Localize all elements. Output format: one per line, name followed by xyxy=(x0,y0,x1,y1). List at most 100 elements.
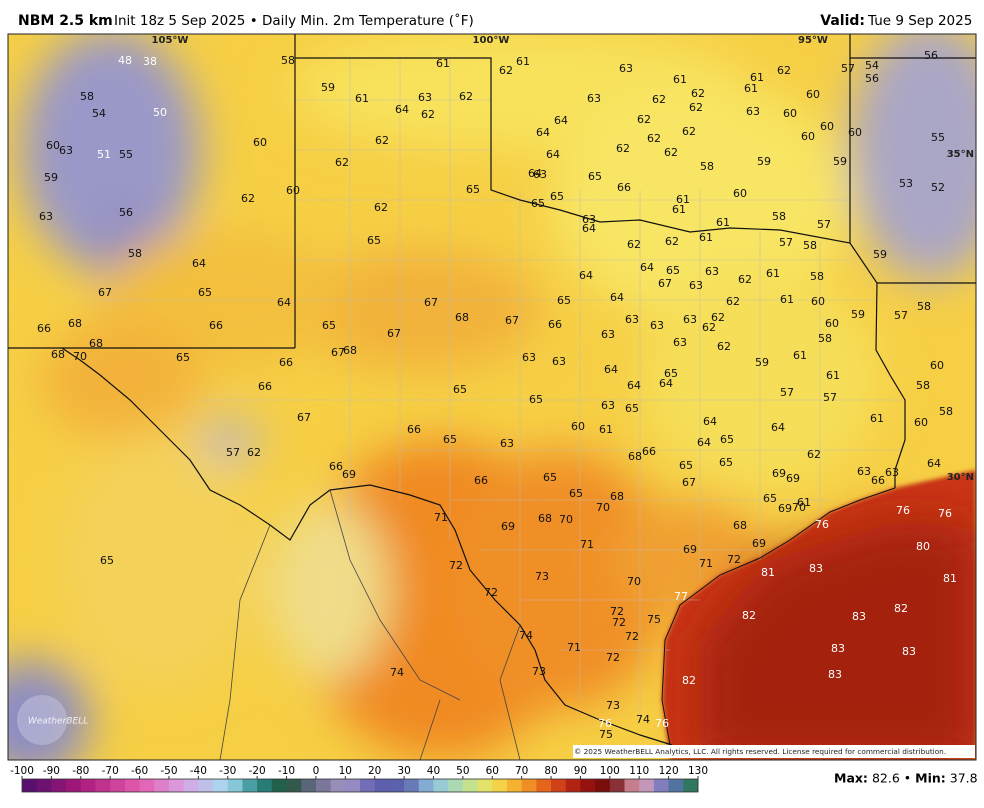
station-value: 60 xyxy=(848,126,862,139)
station-value: 65 xyxy=(453,383,467,396)
station-value: 64 xyxy=(546,148,560,161)
station-value: 55 xyxy=(931,131,945,144)
station-value: 57 xyxy=(823,391,837,404)
station-value: 66 xyxy=(258,380,272,393)
colorbar-tick-label: 10 xyxy=(339,765,352,777)
station-value: 70 xyxy=(792,501,806,514)
colorbar-tick-label: -80 xyxy=(72,765,89,777)
colorbar-swatch xyxy=(521,779,537,792)
station-value: 65 xyxy=(367,234,381,247)
colorbar-tick-label: 30 xyxy=(397,765,410,777)
station-value: 57 xyxy=(817,218,831,231)
station-value: 64 xyxy=(192,257,206,270)
station-value: 60 xyxy=(733,187,747,200)
station-value: 65 xyxy=(100,554,114,567)
station-value: 62 xyxy=(689,101,703,114)
station-value: 64 xyxy=(582,222,596,235)
station-value: 65 xyxy=(588,170,602,183)
station-value: 64 xyxy=(659,377,673,390)
station-value: 62 xyxy=(335,156,349,169)
station-value: 65 xyxy=(198,286,212,299)
model-name: NBM 2.5 km xyxy=(18,13,113,29)
colorbar-swatch xyxy=(433,779,449,792)
station-value: 64 xyxy=(697,436,711,449)
station-value: 76 xyxy=(598,717,612,730)
copyright-bg xyxy=(573,745,975,758)
colorbar-swatch xyxy=(36,779,52,792)
station-value: 72 xyxy=(449,559,463,572)
station-value: 64 xyxy=(627,379,641,392)
station-value: 62 xyxy=(717,340,731,353)
colorbar-tick-label: 110 xyxy=(629,765,649,777)
colorbar-swatch xyxy=(477,779,493,792)
station-value: 63 xyxy=(619,62,633,75)
subtitle: Init 18z 5 Sep 2025 • Daily Min. 2m Temp… xyxy=(114,12,474,29)
station-value: 76 xyxy=(938,507,952,520)
station-value: 58 xyxy=(803,239,817,252)
station-value: 76 xyxy=(815,518,829,531)
colorbar-tick-label: 90 xyxy=(574,765,587,777)
station-value: 59 xyxy=(321,81,335,94)
min-value: 37.8 xyxy=(950,771,978,786)
station-value: 59 xyxy=(833,155,847,168)
colorbar-swatch xyxy=(462,779,479,792)
station-value: 81 xyxy=(943,572,957,585)
station-value: 56 xyxy=(924,49,938,62)
station-value: 59 xyxy=(873,248,887,261)
colorbar-swatch xyxy=(639,779,655,792)
colorbar-swatch xyxy=(80,779,96,792)
colorbar-swatch xyxy=(624,779,640,792)
station-value: 62 xyxy=(647,132,661,145)
logo: WeatherBELL xyxy=(28,717,88,727)
map xyxy=(8,34,976,760)
station-value: 63 xyxy=(552,355,566,368)
station-value: 61 xyxy=(716,216,730,229)
station-value: 62 xyxy=(374,201,388,214)
station-value: 66 xyxy=(871,474,885,487)
colorbar-swatch xyxy=(286,779,302,792)
station-value: 69 xyxy=(501,520,515,533)
colorbar-swatch xyxy=(374,779,390,792)
colorbar-tick-label: -30 xyxy=(219,765,236,777)
logo-badge xyxy=(17,695,67,745)
colorbar-swatch xyxy=(683,779,699,792)
longitude-label: 105°W xyxy=(152,35,189,46)
station-value: 68 xyxy=(51,348,65,361)
station-value: 82 xyxy=(894,602,908,615)
station-value: 71 xyxy=(699,557,713,570)
station-value: 62 xyxy=(702,321,716,334)
station-value: 60 xyxy=(825,317,839,330)
station-value: 63 xyxy=(522,351,536,364)
colorbar-tick-label: -70 xyxy=(102,765,119,777)
station-value: 63 xyxy=(582,213,596,226)
colorbar-swatch xyxy=(124,779,141,792)
station-value: 69 xyxy=(786,472,800,485)
station-value: 59 xyxy=(851,308,865,321)
station-value: 62 xyxy=(652,93,666,106)
colorbar-swatch xyxy=(506,779,523,792)
station-value: 82 xyxy=(742,609,756,622)
station-value: 58 xyxy=(281,54,295,67)
station-value: 66 xyxy=(37,322,51,335)
station-value: 70 xyxy=(559,513,573,526)
colorbar-swatch xyxy=(595,779,611,792)
station-value: 60 xyxy=(930,359,944,372)
colorbar-tick-label: 20 xyxy=(368,765,381,777)
station-value: 62 xyxy=(711,311,725,324)
colorbar-swatch xyxy=(301,779,317,792)
colorbar-swatch xyxy=(95,779,111,792)
colorbar: -100 -90 -80 -70 -60 -50 -40 -30 -20 -10 0 10 20 30 40… xyxy=(10,765,708,793)
station-value: 82 xyxy=(682,674,696,687)
station-value: 66 xyxy=(279,356,293,369)
station-value: 61 xyxy=(766,267,780,280)
station-value: 68 xyxy=(455,311,469,324)
station-value: 58 xyxy=(700,160,714,173)
station-value: 68 xyxy=(733,519,747,532)
station-value: 57 xyxy=(894,309,908,322)
station-value: 64 xyxy=(703,415,717,428)
station-value: 60 xyxy=(914,416,928,429)
station-value: 62 xyxy=(682,125,696,138)
station-value: 66 xyxy=(329,460,343,473)
station-value: 58 xyxy=(80,90,94,103)
station-value: 67 xyxy=(331,346,345,359)
